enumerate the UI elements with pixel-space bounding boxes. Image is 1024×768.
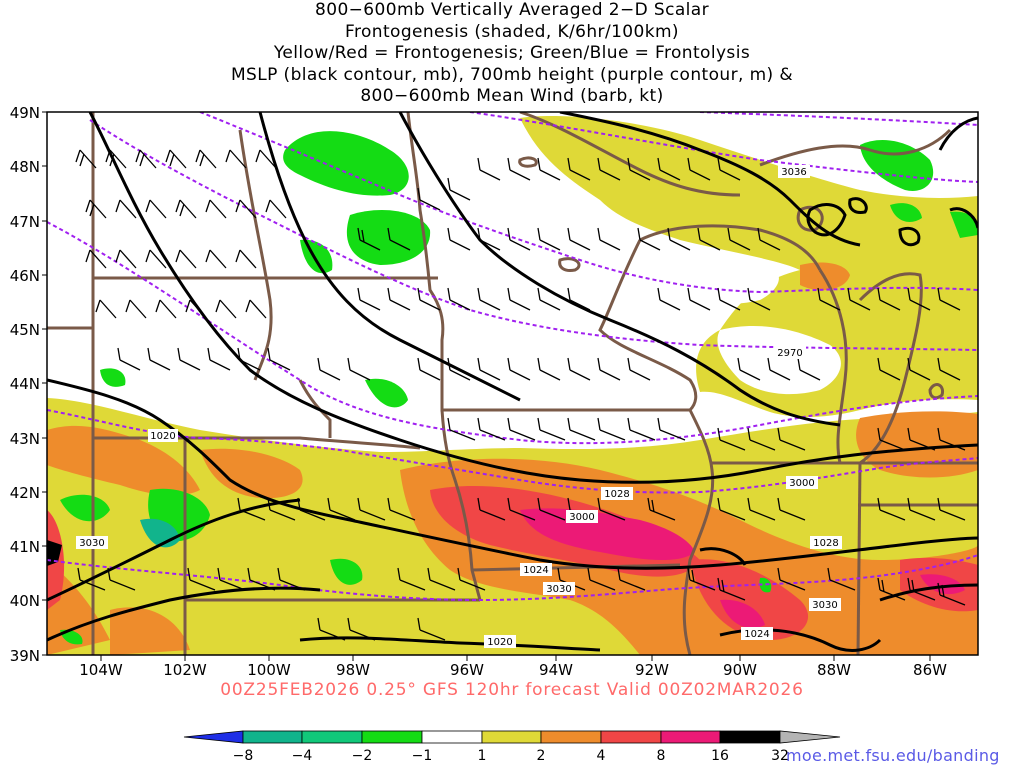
colorbar-swatch xyxy=(719,730,781,744)
height-label: 2970 xyxy=(777,348,802,359)
lon-label: 104W xyxy=(79,661,123,679)
colorbar-swatch xyxy=(183,730,244,744)
height-label: 3000 xyxy=(569,512,594,523)
title-line: Yellow/Red = Frontogenesis; Green/Blue =… xyxy=(273,43,751,64)
lat-label: 47N xyxy=(10,213,40,231)
mslp-label: 1028 xyxy=(813,538,838,549)
latitude-axis: 49N 48N 47N 46N 45N 44N 43N 42N 41N 40N … xyxy=(10,104,47,665)
state-borders xyxy=(47,112,978,655)
height-label: 3036 xyxy=(781,167,806,178)
lat-label: 43N xyxy=(10,430,40,448)
colorbar-swatch xyxy=(779,730,841,744)
lon-label: 100W xyxy=(247,661,291,679)
colorbar-swatch xyxy=(660,730,721,744)
lon-label: 94W xyxy=(539,661,573,679)
mslp-label: 1024 xyxy=(744,629,769,640)
lat-label: 49N xyxy=(10,104,40,122)
source-credit: moe.met.fsu.edu/banding xyxy=(786,746,1000,765)
lon-label: 90W xyxy=(723,661,757,679)
contour-labels: 1020 1028 1024 1028 1024 1020 2970 3000 … xyxy=(76,165,842,648)
lon-label: 98W xyxy=(336,661,370,679)
lat-label: 39N xyxy=(10,647,40,665)
colorbar-tick: 16 xyxy=(711,748,729,764)
lat-label: 41N xyxy=(10,538,40,556)
lat-label: 42N xyxy=(10,484,40,502)
frontogenesis-red xyxy=(47,485,978,640)
lon-label: 96W xyxy=(450,661,484,679)
mslp-label: 1028 xyxy=(604,489,629,500)
forecast-valid-subtitle: 00Z25FEB2026 0.25° GFS 120hr forecast Va… xyxy=(220,680,804,700)
longitude-axis: 104W 102W 100W 98W 96W 94W 92W 90W 88W 8… xyxy=(79,655,947,679)
lon-label: 102W xyxy=(163,661,207,679)
colorbar-swatch xyxy=(481,730,542,744)
colorbar-tick: 2 xyxy=(537,748,546,764)
height-label: 3030 xyxy=(546,584,571,595)
map-title: 800−600mb Vertically Averaged 2−D Scalar… xyxy=(0,0,1024,108)
mslp-label: 1020 xyxy=(150,431,175,442)
colorbar-tick: −2 xyxy=(352,748,373,764)
colorbar-swatch xyxy=(540,730,602,744)
title-line: Frontogenesis (shaded, K/6hr/100km) xyxy=(345,21,679,42)
lat-label: 45N xyxy=(10,321,40,339)
colorbar-swatch xyxy=(361,730,423,744)
lat-label: 46N xyxy=(10,267,40,285)
lat-label: 40N xyxy=(10,592,40,610)
height-label: 3030 xyxy=(79,538,104,549)
colorbar-tick: 8 xyxy=(657,748,666,764)
lon-label: 86W xyxy=(913,661,947,679)
mslp-label: 1020 xyxy=(487,637,512,648)
height-label: 3000 xyxy=(789,478,814,489)
title-line: 800−600mb Mean Wind (barb, kt) xyxy=(360,86,664,107)
colorbar-tick: 4 xyxy=(597,748,606,764)
colorbar: −8 −4 −2 −1 1 2 4 8 16 32 xyxy=(183,730,841,764)
title-line: MSLP (black contour, mb), 700mb height (… xyxy=(230,64,794,85)
colorbar-swatch xyxy=(301,730,363,744)
lon-label: 88W xyxy=(817,661,851,679)
height-label: 3030 xyxy=(812,600,837,611)
lat-label: 48N xyxy=(10,158,40,176)
colorbar-tick: −4 xyxy=(292,748,313,764)
lat-label: 44N xyxy=(10,375,40,393)
colorbar-tick: −8 xyxy=(233,748,254,764)
map-plot-area: 1020 1028 1024 1028 1024 1020 2970 3000 … xyxy=(47,112,978,655)
colorbar-tick: 32 xyxy=(771,748,789,764)
wind-barbs xyxy=(75,149,966,641)
colorbar-swatch xyxy=(242,730,303,744)
colorbar-swatch xyxy=(421,730,483,744)
mslp-label: 1024 xyxy=(523,565,548,576)
colorbar-tick: 1 xyxy=(478,748,487,764)
colorbar-tick: −1 xyxy=(412,748,433,764)
lon-label: 92W xyxy=(635,661,669,679)
title-line: 800−600mb Vertically Averaged 2−D Scalar xyxy=(315,0,709,20)
colorbar-swatch xyxy=(600,730,662,744)
